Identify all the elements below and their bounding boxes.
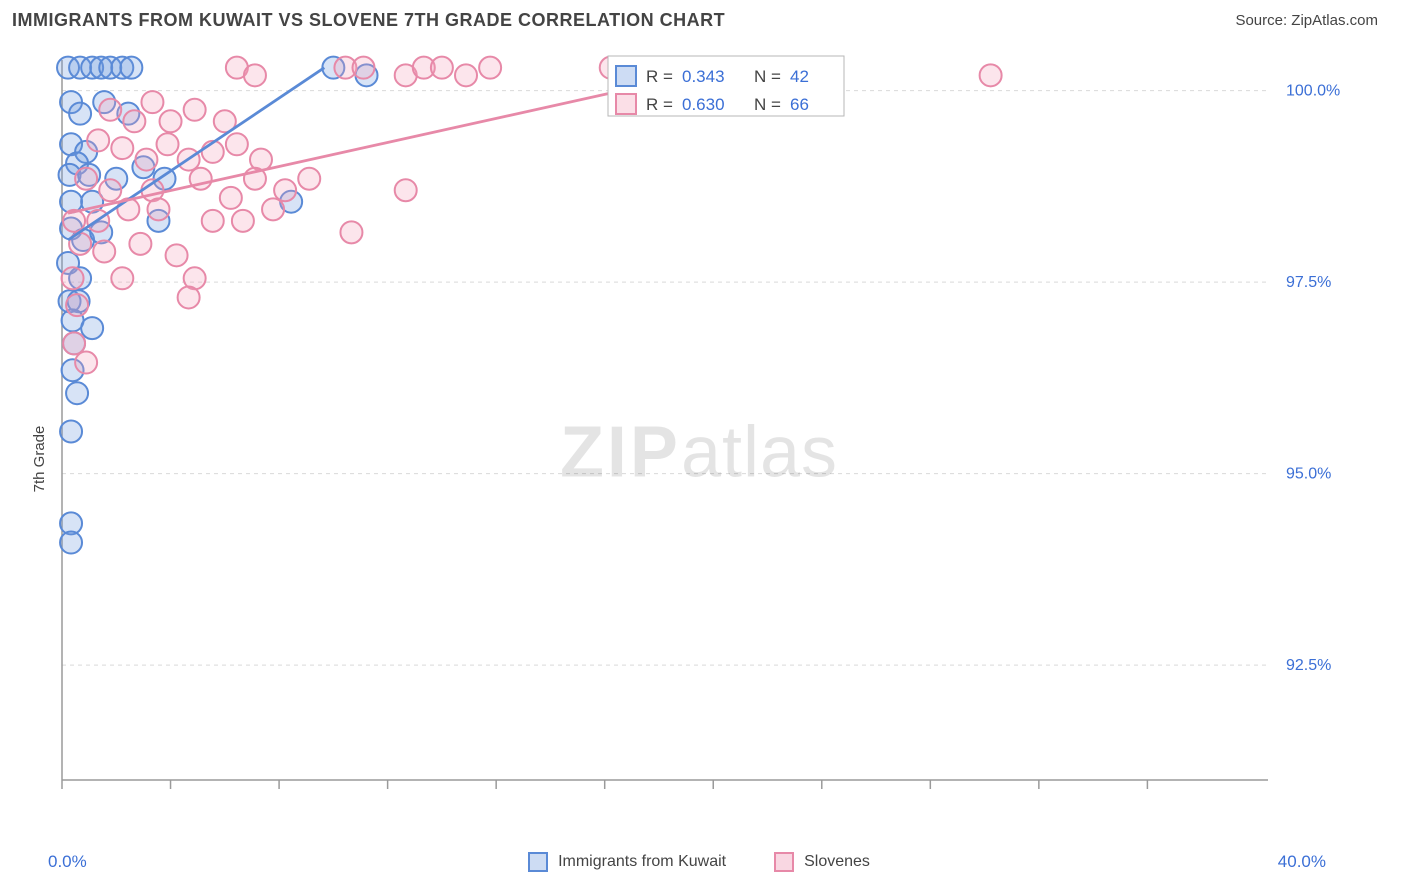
legend-item-slovenes: Slovenes	[774, 852, 870, 872]
svg-text:100.0%: 100.0%	[1286, 83, 1340, 100]
svg-text:0.343: 0.343	[682, 67, 725, 86]
svg-text:92.5%: 92.5%	[1286, 657, 1331, 674]
legend-label-kuwait: Immigrants from Kuwait	[558, 853, 726, 871]
legend-label-slovenes: Slovenes	[804, 853, 870, 871]
legend-swatch-kuwait	[528, 852, 548, 872]
svg-text:R =: R =	[646, 95, 673, 114]
legend-swatch-slovenes	[774, 852, 794, 872]
svg-text:97.5%: 97.5%	[1286, 274, 1331, 291]
scatter-plot: 92.5%95.0%97.5%100.0%R = 0.343N = 42R = …	[48, 46, 1368, 826]
legend-item-kuwait: Immigrants from Kuwait	[528, 852, 726, 872]
svg-text:N =: N =	[754, 95, 781, 114]
svg-text:N =: N =	[754, 67, 781, 86]
y-axis-label: 7th Grade	[31, 426, 48, 493]
svg-text:R =: R =	[646, 67, 673, 86]
svg-text:66: 66	[790, 95, 809, 114]
legend-bottom: Immigrants from Kuwait Slovenes	[12, 852, 1386, 872]
chart-area: 7th Grade 92.5% 95.0% 97.5% 100.0% R = 0.343…	[12, 46, 1386, 872]
chart-source: Source: ZipAtlas.com	[1235, 12, 1378, 29]
svg-text:0.630: 0.630	[682, 95, 725, 114]
svg-text:42: 42	[790, 67, 809, 86]
chart-title: IMMIGRANTS FROM KUWAIT VS SLOVENE 7TH GR…	[12, 10, 725, 31]
svg-text:95.0%: 95.0%	[1286, 466, 1331, 483]
